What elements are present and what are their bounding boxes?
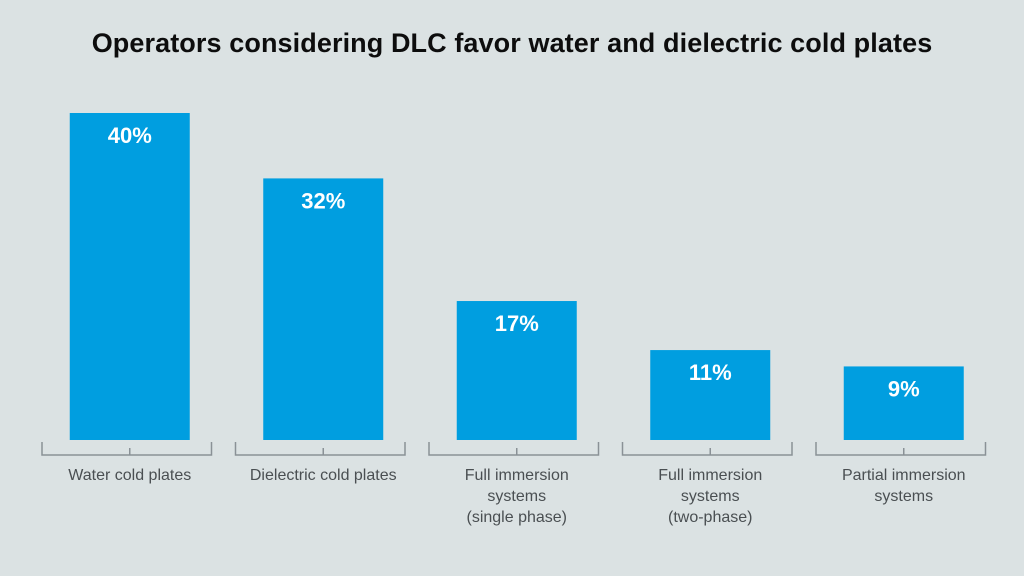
value-label-3: 17% — [495, 311, 539, 336]
bar-2 — [263, 178, 384, 440]
category-label-line: systems — [681, 488, 740, 505]
chart-title: Operators considering DLC favor water an… — [91, 28, 933, 58]
category-label-line: Full immersion — [658, 467, 762, 484]
value-label-4: 11% — [689, 360, 732, 385]
category-label-5: Partial immersion systems — [842, 467, 966, 505]
category-label-1: Water cold plates — [68, 467, 191, 484]
category-label-line: Full immersion — [465, 467, 569, 484]
bar-3 — [456, 301, 577, 440]
value-label-1: 40% — [108, 123, 152, 148]
value-label-5: 9% — [888, 376, 920, 401]
category-label-4: Full immersion systems (two-phase) — [658, 467, 762, 526]
category-label-2: Dielectric cold plates — [250, 467, 397, 484]
category-bracket-4 — [621, 442, 793, 456]
category-label-3: Full immersion systems (single phase) — [465, 467, 569, 526]
bar-5 — [843, 366, 964, 440]
category-bracket-2 — [234, 442, 406, 456]
bar-1 — [69, 113, 190, 440]
category-label-line: systems — [874, 488, 933, 505]
category-bracket-3 — [428, 442, 600, 456]
bar-4 — [650, 350, 771, 440]
category-label-line: Partial immersion — [842, 467, 966, 484]
category-bracket-1 — [41, 442, 213, 456]
value-label-2: 32% — [301, 188, 345, 213]
category-label-line: Water cold plates — [68, 467, 191, 484]
category-label-line: (single phase) — [467, 509, 568, 526]
category-label-line: (two-phase) — [668, 509, 752, 526]
category-bracket-5 — [815, 442, 987, 456]
category-label-line: Dielectric cold plates — [250, 467, 397, 484]
category-label-line: systems — [487, 488, 546, 505]
